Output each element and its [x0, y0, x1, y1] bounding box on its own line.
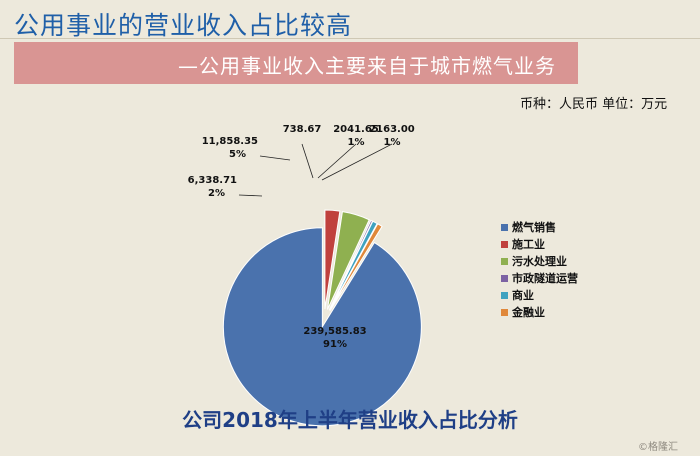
- pie-slice: [329, 220, 378, 311]
- legend-swatch: [501, 258, 508, 265]
- legend-item-label: 金融业: [511, 305, 545, 319]
- pie-slice: [222, 227, 422, 427]
- page-title: 公用事业的营业收入占比较高: [14, 11, 353, 40]
- slice-value-label: 2163.00: [369, 124, 415, 135]
- slice-value-label: 11,858.35: [202, 136, 258, 147]
- currency-unit-note: 币种：人民币 单位：万元: [520, 97, 668, 112]
- leader-line: [259, 155, 291, 161]
- leader-line: [301, 143, 314, 179]
- leader-line: [317, 143, 357, 179]
- legend-item-label: 污水处理业: [512, 254, 567, 268]
- legend-swatch: [501, 292, 508, 299]
- watermark: ©格隆汇: [638, 442, 678, 453]
- leader-line: [321, 143, 393, 181]
- legend-swatch: [501, 309, 508, 316]
- pie-labels: 239,585.83 91% 6,338.71 2% 11,858.35 5% 738.67…: [188, 124, 415, 350]
- legend-swatch: [501, 275, 508, 282]
- slice-percent-label: 2%: [208, 188, 225, 199]
- slice-percent-label: 5%: [229, 149, 246, 160]
- legend-item-label: 商业: [512, 288, 534, 302]
- legend-swatch: [501, 241, 508, 248]
- slice-percent-label: 91%: [323, 339, 347, 350]
- legend-item-label: 燃气销售: [511, 220, 556, 234]
- subtitle-text: —公用事业收入主要来自于城市燃气业务: [178, 54, 556, 78]
- chart-title: 公司2018年上半年营业收入占比分析: [182, 408, 518, 432]
- slice-value-label: 2041.65: [333, 124, 379, 135]
- slice-value-label: 738.67: [283, 124, 322, 135]
- pie-slice: [329, 223, 383, 311]
- title-divider: [0, 38, 700, 39]
- leader-line: [238, 194, 263, 197]
- slice-percent-label: 1%: [384, 137, 401, 148]
- slice-percent-label: 1%: [348, 137, 365, 148]
- slice-value-label: 239,585.83: [303, 326, 366, 337]
- legend-swatch: [501, 224, 508, 231]
- legend-item-label: 施工业: [512, 237, 545, 251]
- subtitle-banner: —公用事业收入主要来自于城市燃气业务: [14, 42, 578, 84]
- pie-slice: [324, 209, 341, 310]
- legend-item-label: 市政隧道运营: [512, 271, 578, 285]
- pie-slices: [222, 209, 422, 427]
- slice-value-label: 6,338.71: [188, 175, 237, 186]
- pie-slice: [326, 211, 370, 310]
